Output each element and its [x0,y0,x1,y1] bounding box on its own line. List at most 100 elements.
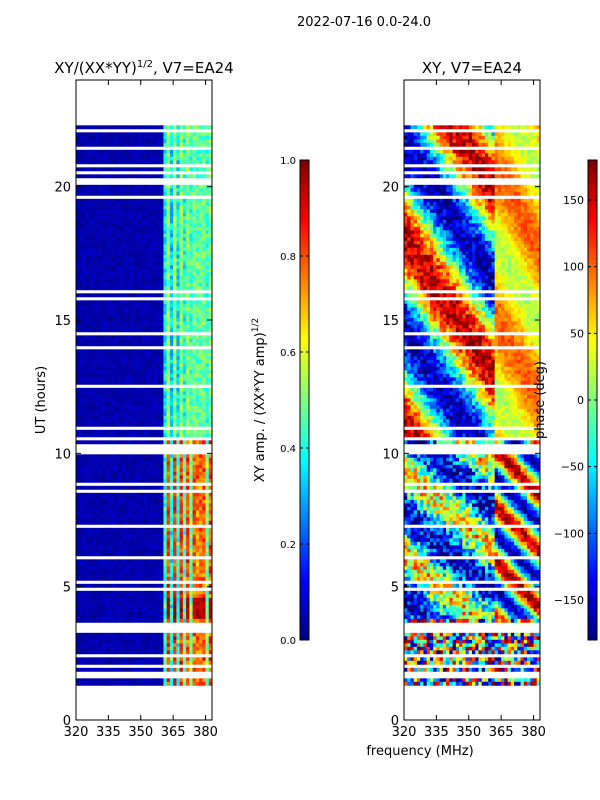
heatmap-cell [147,510,151,515]
heatmap-cell [169,321,174,326]
heatmap-cell [101,408,106,413]
heatmap-cell [98,335,103,340]
heatmap-cell [182,471,187,476]
heatmap-cell [179,527,184,532]
heatmap-cell [98,324,103,329]
heatmap-cell [202,142,206,147]
heatmap-cell [131,198,135,203]
heatmap-cell [82,541,87,546]
heatmap-cell [195,419,200,424]
heatmap-cell [127,205,132,210]
heatmap-cell [134,454,138,459]
heatmap-cell [108,583,113,588]
heatmap-cell [101,569,106,574]
heatmap-cell [192,454,197,459]
heatmap-cell [101,349,106,354]
heatmap-cell [105,429,109,434]
heatmap-cell [163,506,168,511]
heatmap-cell [95,583,100,588]
heatmap-cell [156,562,161,567]
heatmap-cell [189,520,193,525]
heatmap-cell [199,548,203,553]
heatmap-cell [140,356,145,361]
heatmap-cell [101,310,106,315]
heatmap-cell [169,153,174,158]
heatmap-cell [202,513,206,518]
heatmap-cell [140,233,145,238]
heatmap-cell [147,282,151,287]
heatmap-cell [189,268,193,273]
heatmap-cell [92,503,96,508]
heatmap-cell [85,286,90,291]
heatmap-cell [199,317,203,322]
heatmap-cell [134,608,138,613]
heatmap-cell [98,576,103,581]
heatmap-cell [144,545,148,550]
heatmap-cell [121,377,125,382]
heatmap-cell [79,408,83,413]
heatmap-cell [144,272,148,277]
heatmap-cell [176,401,181,406]
heatmap-cell [124,583,129,588]
heatmap-cell [137,198,142,203]
heatmap-cell [108,485,113,490]
heatmap-cell [205,363,210,368]
heatmap-cell [134,139,138,144]
heatmap-cell [85,184,90,189]
heatmap-cell [176,342,181,347]
heatmap-cell [108,405,113,410]
heatmap-cell [199,282,203,287]
heatmap-cell [85,282,90,287]
heatmap-cell [79,324,83,329]
heatmap-cell [173,545,177,550]
heatmap-cell [98,265,103,270]
heatmap-cell [127,576,132,581]
heatmap-cell [127,174,132,179]
heatmap-cell [202,576,206,581]
heatmap-cell [156,506,161,511]
heatmap-cell [114,611,119,616]
heatmap-cell [195,125,200,130]
heatmap-cell [85,559,90,564]
heatmap-cell [118,615,122,620]
heatmap-cell [199,468,203,473]
heatmap-cell [202,405,206,410]
heatmap-cell [163,300,168,305]
heatmap-cell [82,545,87,550]
heatmap-cell [124,401,129,406]
heatmap-cell [153,457,158,462]
heatmap-cell [205,188,210,193]
heatmap-cell [79,149,83,154]
heatmap-cell [160,244,164,249]
heatmap-cell [137,352,142,357]
heatmap-cell [186,317,190,322]
heatmap-cell [186,223,190,228]
heatmap-cell [202,317,206,322]
heatmap-cell [82,552,87,557]
heatmap-cell [134,149,138,154]
heatmap-cell [192,440,197,445]
heatmap-cell [114,191,119,196]
heatmap-cell [163,594,168,599]
heatmap-cell [173,618,177,623]
heatmap-cell [105,153,109,158]
heatmap-cell [205,125,210,130]
heatmap-cell [156,475,161,480]
heatmap-cell [111,366,116,371]
heatmap-cell [118,202,122,207]
heatmap-cell [144,457,148,462]
heatmap-cell [150,328,155,333]
heatmap-cell [195,310,200,315]
heatmap-cell [95,167,100,172]
heatmap-cell [173,562,177,567]
heatmap-cell [189,160,193,165]
heatmap-cell [192,352,197,357]
heatmap-cell [179,258,184,263]
heatmap-cell [173,310,177,315]
heatmap-cell [163,366,168,371]
heatmap-cell [98,258,103,263]
heatmap-cell [153,499,158,504]
heatmap-cell [199,454,203,459]
heatmap-cell [189,142,193,147]
heatmap-cell [92,468,96,473]
